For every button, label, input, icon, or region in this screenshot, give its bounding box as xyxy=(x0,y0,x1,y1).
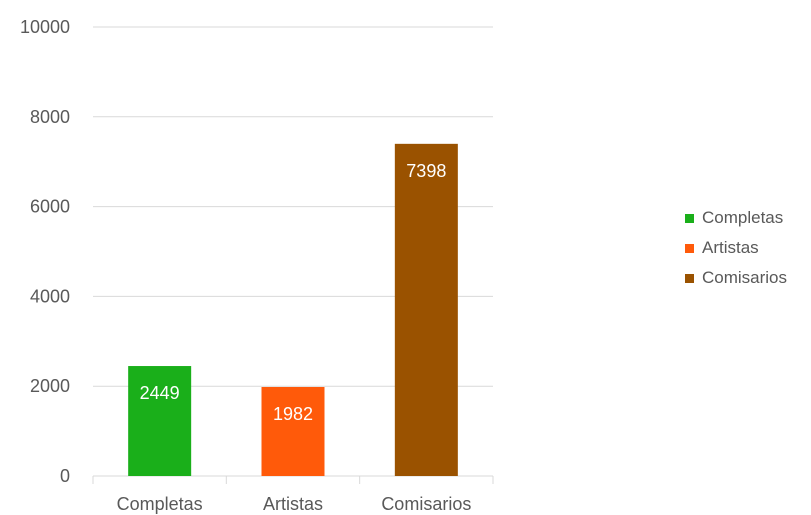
legend-label: Artistas xyxy=(702,238,759,257)
legend-item-comisarios: Comisarios xyxy=(685,265,787,291)
legend-label: Comisarios xyxy=(702,268,788,287)
legend-swatch xyxy=(685,273,694,283)
x-category-label: Artistas xyxy=(263,494,323,514)
data-label: 1982 xyxy=(273,404,313,424)
data-label: 7398 xyxy=(406,161,446,181)
y-tick-label: 0 xyxy=(60,466,70,486)
y-tick-label: 10000 xyxy=(20,17,70,37)
y-axis-ticks: 0 2000 4000 6000 8000 10000 xyxy=(20,17,70,486)
y-tick-label: 6000 xyxy=(30,197,70,217)
y-tick-label: 4000 xyxy=(30,286,70,306)
bar-completas xyxy=(128,366,192,476)
x-category-label: Completas xyxy=(117,494,203,514)
legend-swatch xyxy=(685,213,694,223)
data-labels: 2449 1982 7398 xyxy=(140,161,447,424)
bars xyxy=(128,143,458,476)
x-category-label: Comisarios xyxy=(381,494,471,514)
legend-swatch xyxy=(685,243,694,253)
x-axis-categories: Completas Artistas Comisarios xyxy=(117,494,472,514)
legend-item-artistas: Artistas xyxy=(685,235,787,261)
legend-item-completas: Completas xyxy=(685,205,787,231)
y-tick-label: 8000 xyxy=(30,107,70,127)
data-label: 2449 xyxy=(140,383,180,403)
bar-comisarios xyxy=(394,143,458,476)
bar-artistas xyxy=(261,387,325,476)
legend: Completas Artistas Comisarios xyxy=(685,205,787,295)
y-tick-label: 2000 xyxy=(30,376,70,396)
legend-label: Completas xyxy=(702,208,784,227)
